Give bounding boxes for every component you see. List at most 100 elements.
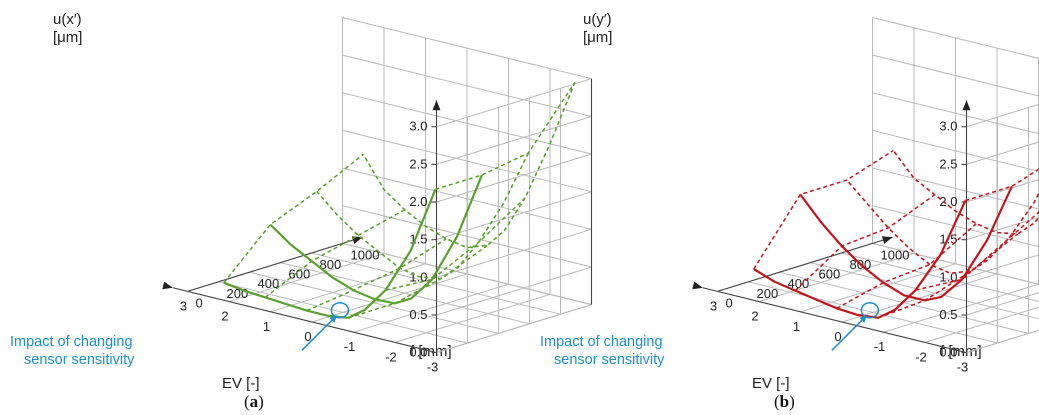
side-wall-grid-line: [342, 129, 592, 193]
data-mesh-line: [915, 211, 1039, 291]
x-axis-extension: [702, 287, 718, 292]
back-wall-grid-line: [966, 329, 1039, 354]
z-tick-label: 3.0: [409, 119, 427, 134]
y-axis-line: [187, 242, 343, 292]
sensitivity-arrow-line: [301, 315, 337, 351]
back-wall-grid-line: [436, 153, 592, 203]
back-wall-grid-line: [966, 254, 1039, 278]
panel-b-annotation-line1: Impact of changing: [540, 334, 663, 350]
side-wall-grid-line: [342, 205, 592, 268]
x-tick-label: 2: [221, 309, 228, 324]
y-tick-label: 600: [289, 267, 311, 282]
data-curve: [846, 179, 1039, 275]
sensitivity-arrowhead: [859, 315, 867, 323]
data-mesh-line: [794, 194, 936, 292]
data-curve: [362, 81, 576, 249]
side-wall-grid-line: [872, 205, 1039, 248]
z-tick-label: 0.5: [409, 307, 427, 322]
back-wall-grid-line: [966, 292, 1039, 316]
y-tick-label: 0: [726, 295, 733, 310]
panel-a-annotation-line1: Impact of changing: [10, 334, 133, 350]
floor-grid-line: [883, 283, 1039, 333]
z-tick-label: 0.5: [939, 307, 957, 322]
z-tick-label: 3.0: [939, 119, 957, 134]
y-tick-label: 1000: [881, 247, 910, 262]
back-wall-grid-line: [966, 141, 1039, 165]
panel-a-zlabel-line2: [μm]: [53, 29, 82, 46]
data-mesh-line: [965, 168, 1039, 202]
back-wall-grid-line: [436, 228, 592, 278]
back-wall-grid-line: [436, 78, 592, 128]
floor-grid-line: [394, 293, 551, 343]
data-curve: [753, 200, 967, 319]
side-wall-grid-line: [872, 54, 1039, 97]
sensitivity-circle: [330, 302, 350, 319]
sensitivity-circle: [860, 302, 880, 319]
floor-grid-line: [311, 273, 468, 323]
side-wall-grid-line: [872, 242, 1039, 285]
floor-grid-line: [810, 262, 1039, 320]
data-curve: [316, 152, 530, 280]
data-mesh-line: [306, 238, 447, 312]
back-wall-grid-line: [436, 304, 592, 354]
panel-b-label: (b): [774, 392, 795, 411]
y-axis-arrowhead: [881, 236, 893, 244]
y-tick-label: 0: [196, 295, 203, 310]
side-wall-grid-line: [342, 242, 592, 306]
panel-b-zlabel-line2: [μm]: [583, 29, 612, 46]
y-tick-label: 1000: [351, 247, 380, 262]
back-wall-grid-line: [966, 103, 1039, 128]
panel-b-xlabel: EV [-]: [752, 375, 790, 392]
x-tick-label: 3: [180, 298, 187, 313]
x-tick-label: 1: [263, 319, 270, 334]
side-wall-grid-line: [872, 92, 1039, 135]
x-tick-label: -3: [957, 360, 969, 375]
data-mesh-line: [878, 233, 1019, 319]
y-tick-label: 800: [320, 257, 342, 272]
side-wall-grid-line: [342, 167, 592, 230]
z-tick-label: 2.5: [409, 156, 427, 171]
side-wall-grid-line: [872, 167, 1039, 210]
floor-grid-line: [748, 281, 998, 344]
z-axis-arrowhead: [962, 100, 971, 111]
sensitivity-arrow-line: [831, 315, 867, 351]
floor-grid-line: [779, 271, 1029, 334]
x-tick-label: 1: [793, 319, 800, 334]
panel-b-zlabel-line1: u(y′): [583, 11, 612, 28]
side-wall-grid-line: [342, 54, 592, 117]
panel-b: u(y′) [μm] EV [-] f [mm] Impact of chang…: [540, 11, 982, 411]
data-curve: [892, 150, 1039, 235]
z-tick-label: 2.0: [939, 194, 957, 209]
x-tick-label: 3: [710, 298, 717, 313]
back-wall-grid-line: [966, 216, 1039, 241]
x-axis-arrowhead: [162, 281, 173, 290]
data-mesh-line: [753, 149, 894, 270]
floor-grid-line: [218, 281, 468, 344]
x-tick-label: -3: [427, 360, 439, 375]
panel-a-label: (a): [244, 392, 264, 411]
floor-grid-line: [280, 262, 530, 325]
x-axis-line: [717, 290, 967, 354]
x-axis-extension: [172, 287, 188, 292]
y-tick-label: 400: [788, 276, 810, 291]
z-axis-arrowhead: [432, 100, 441, 111]
z-tick-label: 0.0: [409, 345, 427, 360]
floor-grid-line: [353, 283, 509, 333]
x-tick-label: -1: [344, 339, 356, 354]
data-mesh-line: [435, 81, 576, 191]
z-tick-label: 2.0: [409, 194, 427, 209]
panel-a-annotation-line2: sensor sensitivity: [24, 352, 135, 368]
y-tick-label: 400: [258, 276, 280, 291]
back-wall-grid-line: [436, 115, 592, 165]
z-tick-label: 2.5: [939, 156, 957, 171]
y-tick-label: 600: [819, 267, 841, 282]
sensitivity-arrowhead: [329, 315, 337, 323]
x-tick-label: -1: [874, 339, 886, 354]
x-tick-label: -2: [385, 349, 397, 364]
data-mesh-line: [348, 244, 489, 319]
x-tick-label: 0: [304, 329, 311, 344]
floor-grid-line: [924, 306, 1039, 343]
